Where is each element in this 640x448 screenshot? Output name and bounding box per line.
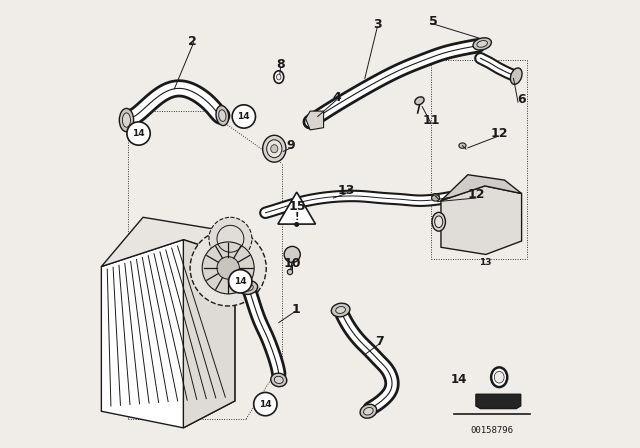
- Ellipse shape: [332, 303, 350, 317]
- Ellipse shape: [271, 145, 278, 153]
- Text: 6: 6: [517, 93, 526, 106]
- Ellipse shape: [275, 376, 284, 383]
- Polygon shape: [278, 192, 316, 224]
- Text: 14: 14: [451, 373, 467, 387]
- Ellipse shape: [473, 38, 492, 50]
- Text: 14: 14: [132, 129, 145, 138]
- Ellipse shape: [491, 367, 508, 387]
- Text: 13: 13: [479, 258, 492, 267]
- Circle shape: [232, 105, 255, 128]
- Ellipse shape: [262, 135, 286, 162]
- Text: 14: 14: [259, 400, 271, 409]
- Text: 14: 14: [234, 277, 246, 286]
- Ellipse shape: [267, 140, 282, 158]
- Text: 12: 12: [490, 127, 508, 140]
- Text: 4: 4: [333, 91, 341, 104]
- Ellipse shape: [432, 212, 445, 231]
- Ellipse shape: [276, 74, 281, 80]
- Circle shape: [202, 242, 254, 294]
- Ellipse shape: [336, 306, 346, 314]
- Ellipse shape: [431, 195, 440, 201]
- Ellipse shape: [216, 106, 228, 125]
- Circle shape: [190, 230, 266, 306]
- Text: 7: 7: [375, 335, 384, 348]
- Ellipse shape: [432, 194, 439, 199]
- Ellipse shape: [459, 143, 466, 148]
- Polygon shape: [183, 240, 235, 428]
- Text: 15: 15: [289, 200, 307, 214]
- Ellipse shape: [243, 284, 253, 291]
- Text: 11: 11: [422, 114, 440, 128]
- Circle shape: [209, 217, 252, 260]
- Text: 5: 5: [429, 15, 437, 28]
- Ellipse shape: [364, 408, 373, 415]
- Text: 12: 12: [468, 188, 486, 202]
- Circle shape: [253, 392, 277, 416]
- Text: 10: 10: [284, 257, 301, 270]
- Polygon shape: [441, 186, 522, 254]
- Circle shape: [228, 270, 252, 293]
- Circle shape: [284, 246, 300, 263]
- Ellipse shape: [415, 97, 424, 105]
- Polygon shape: [101, 217, 235, 267]
- Ellipse shape: [494, 371, 504, 383]
- Ellipse shape: [287, 269, 292, 275]
- Text: 00158796: 00158796: [470, 426, 513, 435]
- Circle shape: [217, 257, 239, 279]
- Text: 13: 13: [337, 184, 355, 198]
- Text: 14: 14: [237, 112, 250, 121]
- Text: !: !: [294, 212, 299, 222]
- Ellipse shape: [510, 68, 522, 84]
- Ellipse shape: [119, 108, 134, 132]
- Ellipse shape: [477, 41, 488, 47]
- Text: 8: 8: [276, 58, 285, 72]
- Polygon shape: [476, 394, 521, 409]
- Polygon shape: [306, 111, 324, 130]
- Ellipse shape: [360, 404, 377, 418]
- Ellipse shape: [274, 71, 284, 83]
- Text: 2: 2: [188, 34, 196, 48]
- Ellipse shape: [435, 216, 443, 228]
- Text: 1: 1: [292, 302, 301, 316]
- Text: 9: 9: [287, 139, 295, 152]
- Ellipse shape: [122, 113, 131, 127]
- Polygon shape: [441, 175, 522, 201]
- Ellipse shape: [271, 373, 287, 387]
- Ellipse shape: [239, 281, 258, 294]
- Ellipse shape: [219, 110, 226, 121]
- Circle shape: [295, 223, 298, 226]
- Polygon shape: [101, 240, 235, 428]
- Circle shape: [127, 122, 150, 145]
- Text: 3: 3: [373, 18, 381, 31]
